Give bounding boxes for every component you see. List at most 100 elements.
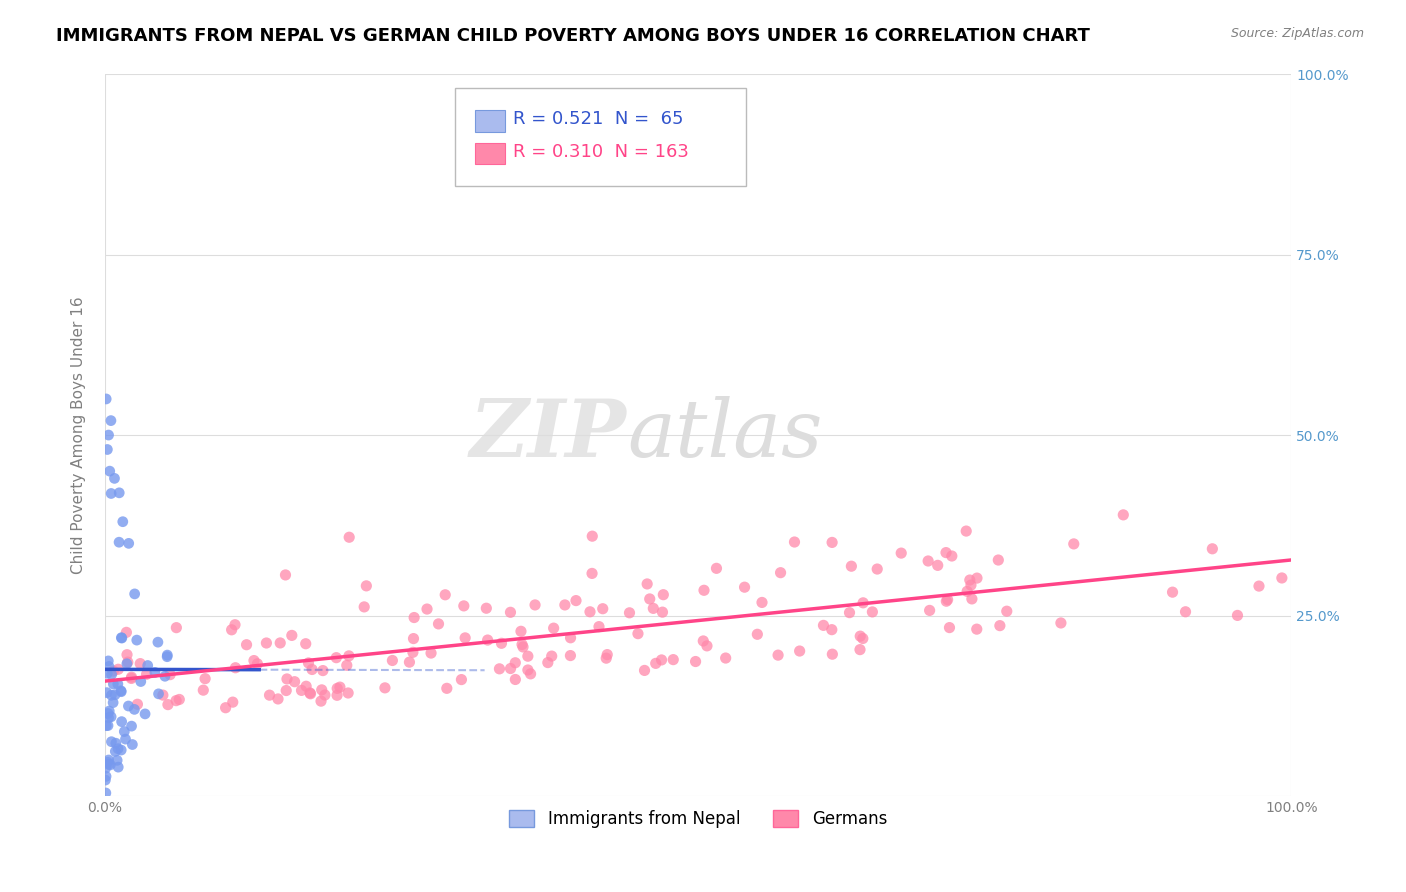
Point [100, 414, 122, 428]
Point [849, 642, 872, 657]
Point [96, 392, 118, 406]
Point [651, 653, 673, 667]
Point [156, 648, 179, 662]
Point [503, 656, 526, 670]
Text: R = 0.521  N =  65: R = 0.521 N = 65 [513, 110, 683, 128]
Point [420, 646, 443, 660]
Point [235, 638, 257, 652]
Point [651, 605, 673, 619]
Point [103, 664, 125, 678]
Point [159, 667, 181, 681]
Point [98, 757, 121, 772]
Point [374, 681, 396, 695]
Point [554, 598, 576, 612]
Point [821, 623, 844, 637]
Point [222, 695, 245, 709]
Point [852, 632, 875, 646]
Point [524, 598, 547, 612]
Point [97, 757, 120, 772]
Point [98, 464, 121, 478]
Point [381, 653, 404, 667]
Point [941, 549, 963, 563]
Point [543, 621, 565, 635]
Point [935, 594, 957, 608]
Point [193, 683, 215, 698]
Point [638, 591, 661, 606]
Point [1050, 615, 1073, 630]
Point [402, 632, 425, 646]
Point [692, 634, 714, 648]
Point [714, 651, 737, 665]
Point [311, 682, 333, 697]
Point [652, 588, 675, 602]
Point [312, 664, 335, 678]
Point [436, 681, 458, 696]
Y-axis label: Child Poverty Among Boys Under 16: Child Poverty Among Boys Under 16 [72, 296, 86, 574]
Point [97, 711, 120, 725]
Point [194, 672, 217, 686]
Point [956, 584, 979, 599]
Point [221, 623, 243, 637]
Point [579, 605, 602, 619]
Point [152, 688, 174, 702]
Point [596, 648, 619, 662]
Point [129, 674, 152, 689]
Point [619, 606, 641, 620]
Point [644, 657, 666, 671]
Point [938, 621, 960, 635]
Point [337, 530, 360, 544]
Point [512, 640, 534, 654]
Point [243, 654, 266, 668]
Point [353, 599, 375, 614]
Point [917, 554, 939, 568]
Point [94, 761, 117, 775]
Point [454, 631, 477, 645]
Point [100, 486, 122, 500]
Point [98, 704, 121, 718]
Point [224, 617, 246, 632]
Point [927, 558, 949, 573]
Point [117, 655, 139, 669]
Point [108, 535, 131, 549]
Point [111, 515, 134, 529]
Point [146, 635, 169, 649]
Point [1112, 508, 1135, 522]
Point [356, 579, 378, 593]
Point [153, 669, 176, 683]
Point [505, 673, 527, 687]
Point [662, 652, 685, 666]
Point [110, 631, 132, 645]
Point [129, 657, 152, 671]
Text: R = 0.310  N = 163: R = 0.310 N = 163 [513, 143, 689, 161]
Point [104, 744, 127, 758]
Point [224, 661, 246, 675]
Point [960, 591, 983, 606]
Point [766, 648, 789, 662]
Point [995, 604, 1018, 618]
Point [627, 626, 650, 640]
Point [298, 686, 321, 700]
Point [105, 753, 128, 767]
Point [866, 562, 889, 576]
Point [1174, 605, 1197, 619]
Point [100, 667, 122, 681]
Point [560, 648, 582, 663]
Point [97, 428, 120, 442]
Point [852, 596, 875, 610]
Point [693, 583, 716, 598]
Point [540, 649, 562, 664]
Point [960, 578, 983, 592]
Point [115, 625, 138, 640]
Point [100, 735, 122, 749]
Point [111, 714, 134, 729]
Point [959, 573, 981, 587]
Point [696, 639, 718, 653]
Point [124, 587, 146, 601]
Point [966, 622, 988, 636]
Point [581, 566, 603, 581]
Point [290, 683, 312, 698]
Point [156, 649, 179, 664]
Text: Source: ZipAtlas.com: Source: ZipAtlas.com [1230, 27, 1364, 40]
Point [274, 568, 297, 582]
Point [314, 688, 336, 702]
